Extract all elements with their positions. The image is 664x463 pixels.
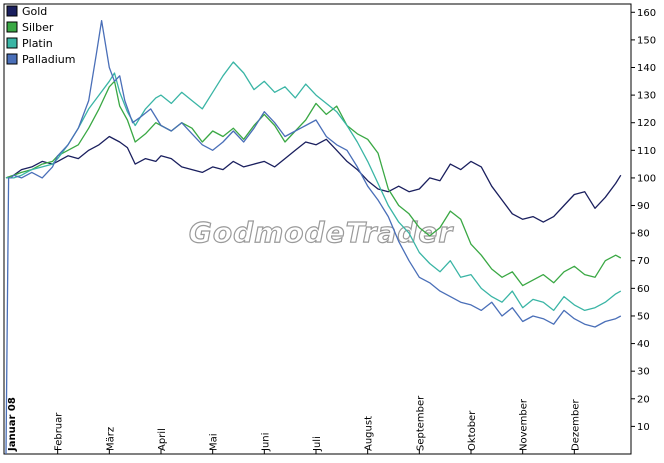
y-tick-label: 30 bbox=[637, 367, 650, 378]
legend-label-palladium: Palladium bbox=[22, 53, 75, 66]
y-tick-label: 100 bbox=[637, 173, 656, 184]
legend-label-silber: Silber bbox=[22, 21, 54, 34]
y-tick-label: 70 bbox=[637, 256, 650, 267]
x-tick-label: August bbox=[364, 416, 375, 451]
y-tick-label: 120 bbox=[637, 118, 656, 129]
y-tick-label: 20 bbox=[637, 394, 650, 405]
y-tick-label: 160 bbox=[637, 8, 656, 19]
y-tick-label: 130 bbox=[637, 91, 656, 102]
axis-layer: 10 20 30 40 50 60 70 80 90 100 110 120 130 140 150 160 J… bbox=[5, 8, 656, 454]
legend-label-platin: Platin bbox=[22, 37, 53, 50]
y-tick-label: 110 bbox=[637, 146, 656, 157]
y-tick-label: 40 bbox=[637, 339, 650, 350]
x-tick-label: März bbox=[105, 427, 116, 451]
y-tick-label: 140 bbox=[637, 63, 656, 74]
x-tick-label: Dezember bbox=[570, 399, 581, 451]
series-line-platin bbox=[6, 61, 622, 312]
x-tick-label: Juli bbox=[312, 436, 323, 452]
y-tick-label: 50 bbox=[637, 311, 650, 322]
legend: Gold Silber Platin Palladium bbox=[6, 5, 75, 66]
y-tick-label: 10 bbox=[637, 422, 650, 433]
x-tick-label: Mai bbox=[209, 433, 220, 451]
x-tick-label: Februar bbox=[54, 412, 65, 451]
y-tick-label: 150 bbox=[637, 35, 656, 46]
series-line-silber bbox=[5, 80, 622, 287]
series-line-gold bbox=[5, 135, 622, 223]
x-tick-label: November bbox=[519, 398, 530, 451]
series-layer bbox=[5, 19, 622, 455]
plot-frame bbox=[3, 3, 632, 455]
x-tick-label: April bbox=[157, 428, 168, 451]
y-tick-label: 90 bbox=[637, 201, 650, 212]
x-tick-label: Oktober bbox=[467, 410, 478, 451]
y-tick-label: 80 bbox=[637, 229, 650, 240]
x-tick-label: Juni bbox=[260, 433, 271, 452]
legend-swatch-platin bbox=[6, 37, 18, 49]
legend-swatch-palladium bbox=[6, 53, 18, 65]
legend-swatch-gold bbox=[6, 5, 18, 17]
legend-label-gold: Gold bbox=[22, 5, 47, 18]
x-tick-label: Januar 08 bbox=[7, 397, 18, 452]
watermark-text: GodmodeTrader bbox=[189, 216, 454, 249]
legend-swatch-silber bbox=[6, 21, 18, 33]
y-tick-label: 60 bbox=[637, 284, 650, 295]
series-line-palladium bbox=[5, 19, 622, 455]
x-tick-label: September bbox=[415, 395, 426, 451]
watermark-layer: GodmodeTrader bbox=[188, 215, 454, 249]
